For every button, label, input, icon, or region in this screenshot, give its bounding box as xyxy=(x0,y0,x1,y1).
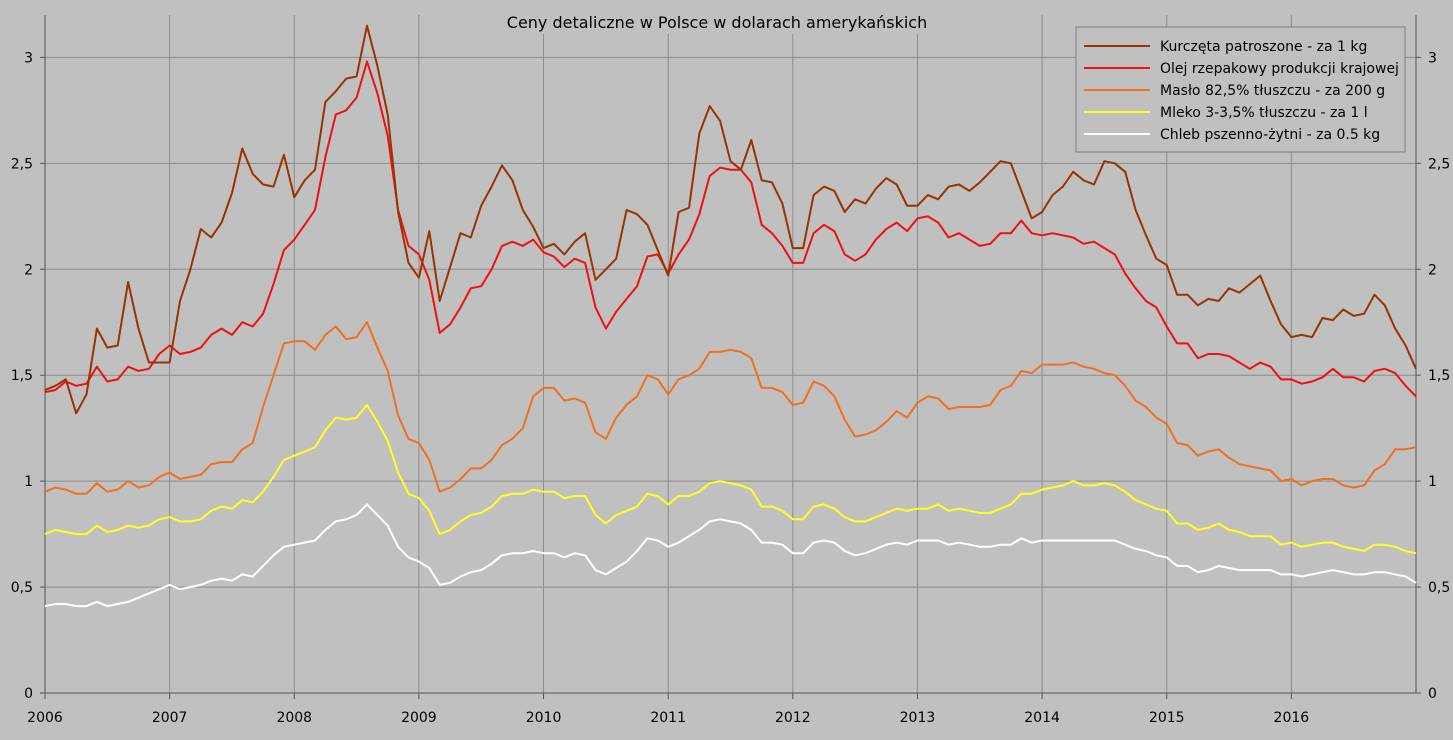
series-line-2 xyxy=(44,60,1417,398)
series-line-4 xyxy=(44,403,1417,555)
x-tick-label: 2007 xyxy=(152,710,188,726)
y-tick-label-left: 0,5 xyxy=(11,580,33,596)
axes xyxy=(40,15,1421,699)
x-tick-label: 2006 xyxy=(27,710,63,726)
x-tick-label: 2013 xyxy=(900,710,936,726)
y-tick-label-left: 0 xyxy=(24,686,33,702)
x-tick-label: 2009 xyxy=(401,710,437,726)
chart-title: Ceny detaliczne w Polsce w dolarach amer… xyxy=(507,13,927,32)
x-tick-label: 2016 xyxy=(1274,710,1310,726)
x-tick-label: 2014 xyxy=(1024,710,1060,726)
series-line-3 xyxy=(44,321,1417,495)
y-tick-label-left: 2,5 xyxy=(11,156,33,172)
x-tick-label: 2012 xyxy=(775,710,811,726)
y-tick-label-right: 1,5 xyxy=(1428,368,1450,384)
y-tick-label-right: 0 xyxy=(1428,686,1437,702)
x-tick-label: 2008 xyxy=(276,710,312,726)
legend-label-5: Chleb pszenno-żytni - za 0.5 kg xyxy=(1160,127,1380,143)
x-tick-label: 2015 xyxy=(1149,710,1185,726)
legend-label-1: Kurczęta patroszone - za 1 kg xyxy=(1160,39,1367,55)
y-tick-label-left: 3 xyxy=(24,50,33,66)
y-tick-label-left: 2 xyxy=(24,262,33,278)
series-lines xyxy=(44,24,1417,608)
x-tick-label: 2010 xyxy=(526,710,562,726)
x-tick-label: 2011 xyxy=(650,710,686,726)
legend-label-4: Mleko 3-3,5% tłuszczu - za 1 l xyxy=(1160,105,1368,121)
y-tick-label-left: 1 xyxy=(24,474,33,490)
y-tick-label-right: 3 xyxy=(1428,50,1437,66)
legend-label-3: Masło 82,5% tłuszczu - za 200 g xyxy=(1160,83,1385,99)
y-tick-label-right: 2,5 xyxy=(1428,156,1450,172)
series-line-5 xyxy=(44,503,1417,608)
legend-label-2: Olej rzepakowy produkcji krajowej xyxy=(1160,61,1399,77)
series-line-1 xyxy=(44,24,1417,415)
y-tick-label-left: 1,5 xyxy=(11,368,33,384)
title-background xyxy=(494,8,940,34)
y-tick-label-right: 0,5 xyxy=(1428,580,1450,596)
tick-labels: 2006 2007 2008 2009 2010 2011 2012 2013 2014 2015… xyxy=(11,50,1451,726)
y-tick-label-right: 2 xyxy=(1428,262,1437,278)
y-tick-label-right: 1 xyxy=(1428,474,1437,490)
legend: Kurczęta patroszone - za 1 kg Olej rzepak… xyxy=(1075,26,1406,153)
